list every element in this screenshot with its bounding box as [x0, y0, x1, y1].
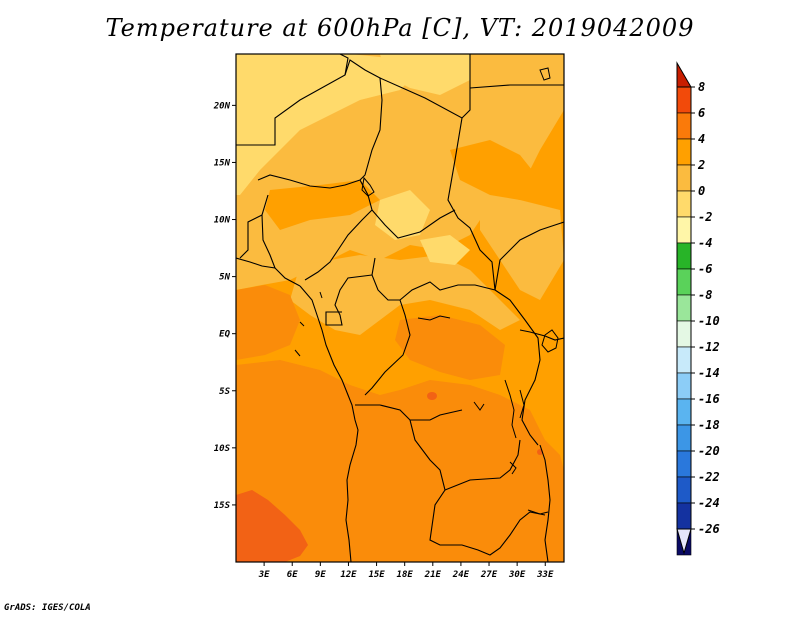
colorbar-label: -14 [698, 366, 720, 380]
colorbar-swatch [676, 424, 692, 452]
hot-patch-southwest [236, 490, 308, 562]
colorbar-swatch [676, 346, 692, 374]
colorbar-label: -8 [698, 288, 712, 302]
colorbar-swatch [676, 398, 692, 426]
warm-band-sahel [265, 180, 380, 230]
x-tick-label: 12E [340, 570, 357, 580]
chart-title: Temperature at 600hPa [C], VT: 201904200… [105, 14, 695, 42]
colorbar-label: 6 [698, 106, 705, 120]
x-tick-label: 18E [397, 570, 414, 580]
y-tick-label: 5S [219, 387, 230, 397]
map-frame [235, 53, 565, 563]
lakes-and-coast-details [294, 67, 559, 515]
colorbar-over-arrow [676, 61, 692, 88]
colorbar-label: 8 [698, 80, 705, 94]
colorbar-swatch [676, 450, 692, 478]
x-axis-ticks: 3E 6E 9E 12E 15E 18E 21E 24E 27E 30E 33E [258, 562, 554, 580]
colorbar-swatch [676, 268, 692, 296]
x-tick-label: 15E [368, 570, 385, 580]
colorbar-swatch [676, 294, 692, 322]
colorbar-label: -20 [698, 444, 720, 458]
x-tick-label: 30E [508, 570, 526, 580]
colorbar-swatch [676, 320, 692, 348]
colorbar-label: 2 [697, 158, 705, 172]
colorbar-swatch [676, 372, 692, 400]
temperature-map [236, 54, 564, 562]
x-tick-label: 6E [287, 570, 298, 580]
colorbar-label: -18 [698, 418, 720, 432]
colorbar-label: -4 [698, 236, 712, 250]
colorbar-label: -6 [698, 262, 712, 276]
yellow-band-southern [420, 235, 470, 265]
x-tick-label: 27E [480, 570, 498, 580]
colorbar-label: -2 [698, 210, 712, 224]
colorbar-swatch [676, 112, 692, 140]
deep-band-congo [395, 315, 505, 380]
colorbar-swatch [676, 216, 692, 244]
deep-band-south [236, 360, 564, 562]
x-tick-label: 9E [315, 570, 326, 580]
light-band-center [290, 255, 520, 335]
colorbar-label: -12 [698, 340, 720, 354]
x-tick-label: 24E [452, 570, 470, 580]
yellow-band-northwest [236, 54, 420, 195]
colorbar-swatch [676, 86, 692, 114]
light-band-east [480, 190, 564, 300]
x-tick-label: 3E [258, 570, 270, 580]
colorbar-label: -26 [698, 522, 720, 536]
colorbar-label: -16 [698, 392, 720, 406]
y-tick-label: 5N [219, 273, 230, 283]
y-tick-label: 10N [214, 216, 231, 226]
warm-band-northeast [450, 140, 540, 200]
colorbar-label: -24 [698, 496, 720, 510]
y-axis-ticks: 20N 15N 10N 5N EQ 5S 10S 15S [213, 101, 236, 511]
colorbar-swatch [676, 242, 692, 270]
y-tick-label: 15N [214, 158, 231, 168]
yellow-band-north [380, 54, 470, 95]
y-tick-label: 15S [214, 501, 231, 511]
colorbar-swatch [676, 502, 692, 530]
credit-label: GrADS: IGES/COLA [4, 603, 91, 613]
colorbar-swatch [676, 190, 692, 218]
deep-band-coast [236, 285, 300, 360]
y-tick-label: EQ [219, 330, 230, 340]
colorbar-swatch [676, 138, 692, 166]
colorbar-label: 4 [698, 132, 705, 146]
colorbar-label: 0 [698, 184, 705, 198]
colorbar-swatch [676, 164, 692, 192]
colorbar: 8 6 4 2 0 -2 -4 -6 -8 -10 -12 -14 -16 -18 -20 -22 -24 -26 [676, 61, 720, 556]
y-tick-label: 10S [214, 444, 231, 454]
yellow-band-central [375, 190, 430, 240]
y-tick-label: 20N [213, 101, 231, 111]
colorbar-frame [676, 86, 692, 530]
x-tick-label: 21E [424, 570, 442, 580]
x-tick-label: 33E [536, 570, 554, 580]
hot-patch-center [427, 392, 437, 400]
colorbar-label: -10 [698, 314, 720, 328]
colorbar-label: -22 [698, 470, 720, 484]
colorbar-swatch [676, 476, 692, 504]
